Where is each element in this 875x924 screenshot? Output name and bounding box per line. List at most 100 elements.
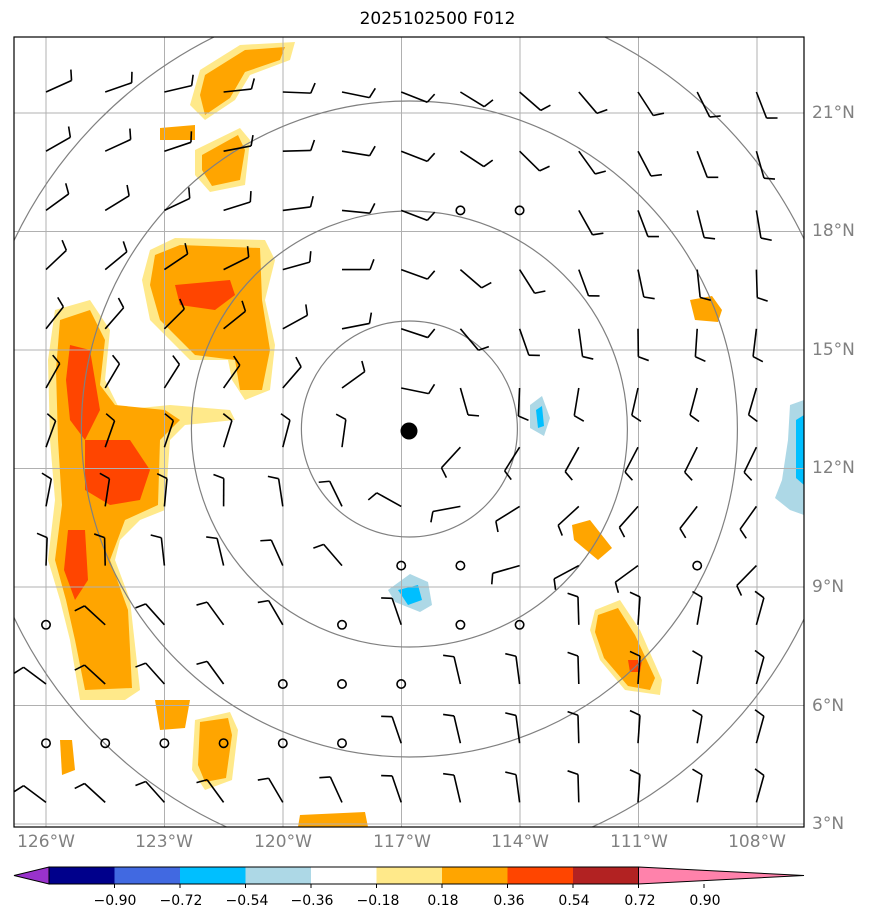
calm-wind-circle bbox=[336, 738, 347, 749]
wind-barb bbox=[739, 505, 758, 539]
wind-barb bbox=[14, 666, 47, 685]
wind-barb bbox=[45, 354, 61, 389]
field-region-small1 bbox=[160, 125, 195, 140]
wind-barb bbox=[400, 150, 436, 163]
wind-barb bbox=[341, 87, 376, 99]
field-region-west-red2 bbox=[85, 440, 150, 505]
wind-barb bbox=[74, 664, 106, 685]
calm-wind-circle bbox=[455, 619, 466, 630]
wind-barb bbox=[341, 203, 376, 215]
wind-barb bbox=[104, 241, 128, 271]
map-title: 2025102500 F012 bbox=[359, 9, 516, 29]
wind-barb bbox=[45, 296, 65, 330]
wind-barb bbox=[156, 472, 168, 507]
range-ring bbox=[300, 320, 518, 538]
field-region-north-red bbox=[175, 280, 235, 310]
wind-barb bbox=[430, 505, 461, 523]
wind-barb bbox=[222, 355, 241, 389]
wind-barb bbox=[443, 772, 462, 803]
wind-barb bbox=[692, 590, 703, 625]
wind-barb bbox=[567, 651, 580, 685]
wind-barb bbox=[163, 355, 181, 389]
lat-label-18: 18°N bbox=[812, 221, 855, 241]
wind-barb bbox=[692, 709, 703, 744]
wind-barb bbox=[223, 134, 254, 152]
lat-label-3: 3°N bbox=[812, 814, 845, 834]
wind-barb bbox=[104, 128, 132, 152]
wind-barb bbox=[578, 91, 608, 115]
lat-label-21: 21°N bbox=[812, 103, 855, 123]
field-region-arc-orange bbox=[200, 47, 285, 115]
colorbar-tick-label: 0.72 bbox=[624, 893, 656, 909]
wind-barb bbox=[564, 446, 580, 481]
lon-label-111: 111°W bbox=[610, 832, 668, 852]
colorbar-extend-high bbox=[638, 866, 805, 885]
wind-barb bbox=[93, 533, 106, 566]
wind-barb bbox=[503, 446, 521, 481]
wind-barb bbox=[490, 564, 520, 585]
wind-barb bbox=[443, 654, 462, 685]
wind-barb bbox=[505, 652, 521, 685]
colorbar-tick-label: −0.18 bbox=[356, 893, 400, 909]
wind-barb bbox=[335, 413, 347, 448]
field-region-blue-small-deep bbox=[536, 406, 544, 428]
wind-barb bbox=[459, 328, 490, 351]
wind-barb bbox=[755, 269, 768, 302]
calm-wind-circle bbox=[159, 738, 170, 749]
wind-barb bbox=[196, 601, 225, 626]
wind-barb bbox=[505, 771, 521, 803]
lat-label-9: 9°N bbox=[812, 577, 845, 597]
wind-barb bbox=[45, 69, 73, 93]
field-region-blue-east-deep bbox=[796, 415, 804, 485]
field-region-blue-center-deep bbox=[398, 585, 422, 605]
wind-barb bbox=[400, 268, 436, 280]
wind-barb bbox=[381, 774, 402, 803]
wind-barb bbox=[45, 126, 72, 152]
colorbar-segment bbox=[180, 867, 246, 884]
wind-barb bbox=[104, 184, 130, 212]
wind-barb bbox=[400, 328, 436, 339]
plot-frame bbox=[13, 36, 805, 828]
wind-barb bbox=[267, 475, 284, 507]
wind-barb bbox=[553, 564, 580, 590]
calm-wind-circle bbox=[218, 738, 229, 749]
wind-barb bbox=[222, 413, 233, 448]
wind-barb bbox=[401, 383, 436, 395]
colorbar-tick-label: 0.90 bbox=[689, 893, 721, 909]
range-ring bbox=[190, 210, 628, 648]
wind-barb bbox=[341, 360, 366, 389]
wind-barb bbox=[282, 356, 302, 389]
wind-barb bbox=[578, 328, 594, 360]
wind-barb bbox=[624, 446, 639, 481]
wind-barb bbox=[223, 300, 247, 330]
calm-wind-circle bbox=[514, 205, 525, 216]
wind-barb bbox=[637, 210, 659, 238]
colorbar-segment bbox=[573, 867, 639, 884]
wind-barb bbox=[282, 304, 309, 330]
colorbar-tick-label: 0.54 bbox=[558, 893, 590, 909]
wind-barb bbox=[567, 592, 580, 625]
wind-barb bbox=[696, 150, 719, 179]
wind-barb bbox=[282, 82, 316, 94]
wind-barb bbox=[692, 768, 703, 803]
lon-label-114: 114°W bbox=[491, 832, 549, 852]
wind-barb bbox=[629, 650, 641, 685]
colorbar-tick-label: 0.18 bbox=[427, 893, 459, 909]
wind-barb bbox=[45, 183, 70, 212]
colorbar bbox=[13, 866, 805, 888]
colorbar-frame bbox=[48, 866, 639, 885]
wind-barb bbox=[206, 536, 225, 566]
calm-wind-circle bbox=[514, 619, 525, 630]
wind-barb bbox=[689, 387, 700, 423]
lon-label-117: 117°W bbox=[373, 832, 431, 852]
wind-barb bbox=[637, 91, 665, 117]
wind-barb bbox=[747, 387, 758, 423]
wind-barb bbox=[341, 312, 373, 330]
wind-barb bbox=[260, 539, 284, 566]
calm-wind-circle bbox=[396, 560, 407, 571]
lat-lon-grid bbox=[14, 37, 804, 827]
colorbar-tick-label: 0.36 bbox=[493, 893, 525, 909]
wind-barb bbox=[223, 78, 256, 93]
wind-barb bbox=[495, 505, 521, 533]
wind-barb bbox=[74, 782, 106, 803]
